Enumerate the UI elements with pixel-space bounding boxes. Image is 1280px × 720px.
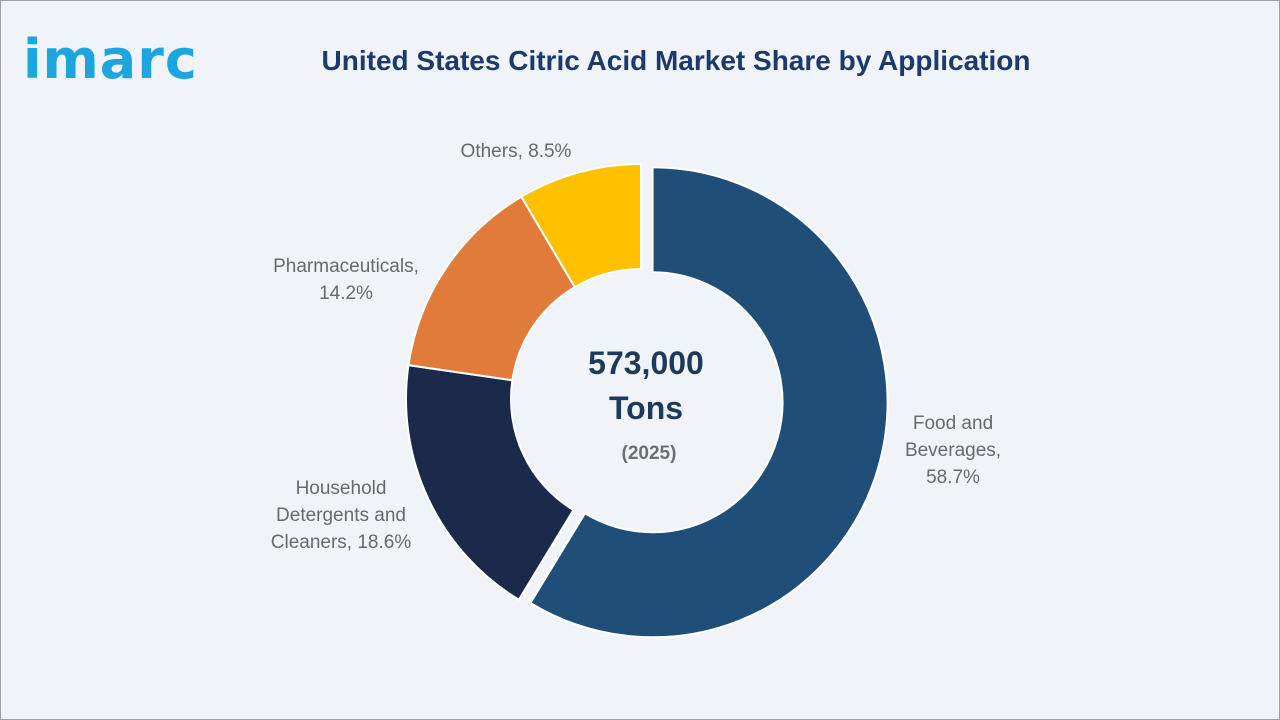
center-text: 573,000 Tons (2025) [588,345,704,464]
imarc-logo: imarc [23,23,203,93]
slice-label-line: Others, 8.5% [461,141,572,162]
slice-labels: Food and Beverages, 58.7% Household Detergen… [271,141,1001,553]
slice-others [520,162,642,289]
slice-label-household-detergents-and-cleaners: Household Detergents and Cleaners, 18.6% [271,478,412,553]
slice-label-line: Detergents and [276,505,406,526]
slice-label-food-and-beverages: Food and Beverages, 58.7% [905,413,1001,488]
slice-label-line: Food and [913,413,993,434]
slice-label-line: Household [296,478,387,499]
center-value: 573,000 [588,345,704,381]
slice-label-line: Beverages, [905,440,1001,461]
center-unit: Tons [609,390,683,426]
logo-text: imarc [23,28,198,91]
chart-title: United States Citric Acid Market Share b… [321,45,1031,76]
slice-food-and-beverages [529,166,889,639]
slice-label-line: Pharmaceuticals, [273,256,419,277]
center-year: (2025) [622,443,677,464]
slice-label-line: Cleaners, 18.6% [271,532,412,553]
slice-label-pharmaceuticals: Pharmaceuticals, 14.2% [273,256,419,304]
slice-label-line: 58.7% [926,467,980,488]
donut-slices [405,162,889,639]
slice-household-detergents-and-cleaners [405,364,575,602]
slice-label-others: Others, 8.5% [461,141,572,162]
slice-label-line: 14.2% [319,283,373,304]
